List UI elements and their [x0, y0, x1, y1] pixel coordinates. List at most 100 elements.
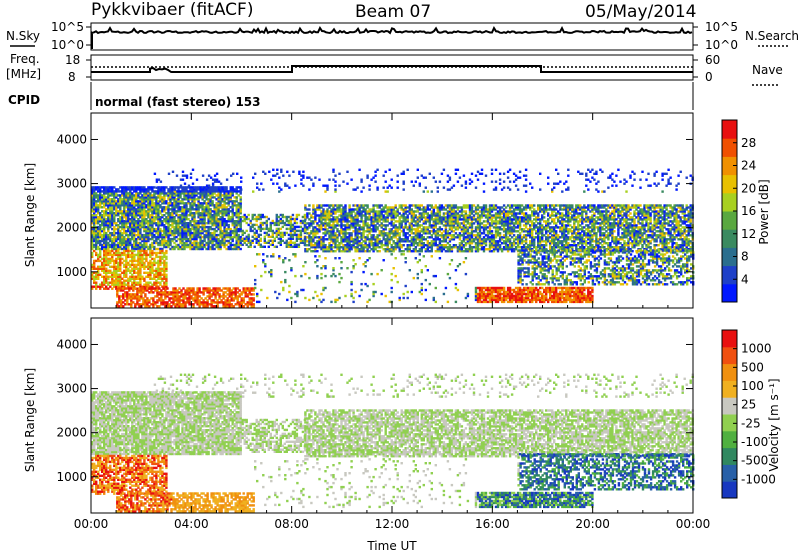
echo-cell: [320, 224, 323, 227]
echo-cell: [211, 233, 214, 237]
echo-cell: [233, 247, 236, 251]
echo-cell: [139, 214, 142, 217]
echo-cell: [225, 196, 228, 199]
echo-cell: [229, 233, 232, 237]
echo-cell: [233, 204, 236, 207]
echo-cell: [269, 223, 272, 227]
echo-cell: [533, 240, 536, 243]
echo-cell: [149, 200, 152, 203]
noise-tick-high: 10^5: [51, 20, 84, 34]
echo-cell: [500, 250, 504, 253]
echo-cell: [577, 222, 580, 225]
echo-cell: [143, 243, 146, 247]
echo-cell: [125, 243, 128, 247]
echo-cell: [127, 216, 130, 219]
echo-cell: [336, 236, 339, 239]
echo-cell: [139, 237, 142, 241]
echo-cell: [579, 248, 582, 251]
echo-cell: [482, 250, 486, 253]
echo-cell: [388, 228, 391, 231]
echo-cell: [535, 232, 538, 235]
echo-cell: [414, 228, 417, 231]
echo-cell: [390, 208, 393, 211]
echo-cell: [149, 198, 152, 201]
echo-cell: [263, 245, 266, 248]
echo-cell: [450, 216, 454, 219]
echo-cell: [177, 220, 180, 223]
echo-cell: [332, 228, 335, 231]
echo-cell: [277, 237, 280, 240]
echo-cell: [99, 233, 102, 237]
echo-cell: [496, 206, 500, 209]
echo-cell: [255, 219, 258, 223]
echo-cell: [107, 196, 110, 199]
echo-cell: [127, 210, 130, 213]
echo-cell: [267, 245, 270, 248]
echo-cell: [131, 233, 134, 237]
echo-cell: [123, 190, 126, 193]
echo-cell: [147, 188, 150, 191]
echo-cell: [111, 208, 114, 211]
echo-cell: [462, 250, 466, 253]
echo-cell: [291, 237, 295, 240]
echo-cell: [366, 204, 369, 207]
echo-cell: [265, 227, 268, 231]
echo-cell: [306, 226, 309, 229]
echo-cell: [273, 239, 276, 242]
echo-cell: [283, 241, 286, 244]
echo-cell: [410, 204, 413, 207]
echo-cell: [490, 224, 494, 227]
echo-cell: [173, 229, 176, 233]
echo-cell: [111, 231, 114, 235]
echo-cell: [91, 190, 94, 193]
echo-cell: [231, 220, 234, 223]
echo-cell: [508, 220, 512, 223]
echo-cell: [458, 248, 462, 251]
echo-cell: [571, 246, 574, 249]
echo-cell: [259, 213, 262, 217]
echo-cell: [498, 238, 502, 241]
echo-cell: [215, 198, 218, 201]
echo-cell: [529, 244, 532, 247]
echo-cell: [109, 237, 112, 241]
echo-cell: [591, 238, 594, 241]
echo-cell: [169, 188, 172, 191]
echo-cell: [289, 237, 293, 240]
echo-cell: [163, 235, 166, 239]
echo-cell: [340, 222, 343, 225]
echo-cell: [131, 247, 134, 251]
echo-cell: [328, 248, 331, 251]
echo-cell: [183, 222, 186, 225]
echo-cell: [287, 221, 291, 225]
echo-cell: [571, 236, 574, 239]
echo-cell: [502, 248, 506, 251]
echo-cell: [179, 237, 182, 241]
echo-cell: [139, 196, 142, 199]
echo-cell: [557, 244, 560, 247]
echo-cell: [123, 231, 126, 235]
echo-cell: [293, 219, 297, 223]
echo-cell: [207, 188, 210, 191]
echo-cell: [119, 233, 122, 237]
echo-cell: [161, 210, 164, 213]
echo-cell: [364, 246, 367, 249]
echo-cell: [167, 243, 170, 247]
echo-cell: [418, 218, 421, 221]
freq-unit-label: [MHz]: [6, 67, 41, 81]
echo-cell: [109, 212, 112, 215]
echo-cell: [579, 218, 582, 221]
echo-cell: [322, 232, 325, 235]
echo-cell: [539, 232, 542, 235]
echo-cell: [494, 246, 498, 249]
echo-cell: [227, 220, 230, 223]
echo-cell: [416, 242, 419, 245]
echo-cell: [436, 212, 439, 215]
echo-cell: [203, 190, 206, 193]
echo-cell: [304, 204, 307, 207]
echo-cell: [103, 190, 106, 193]
echo-cell: [227, 212, 230, 215]
echo-cell: [462, 238, 466, 241]
echo-cell: [209, 188, 212, 191]
echo-cell: [107, 198, 110, 201]
echo-cell: [179, 227, 182, 231]
